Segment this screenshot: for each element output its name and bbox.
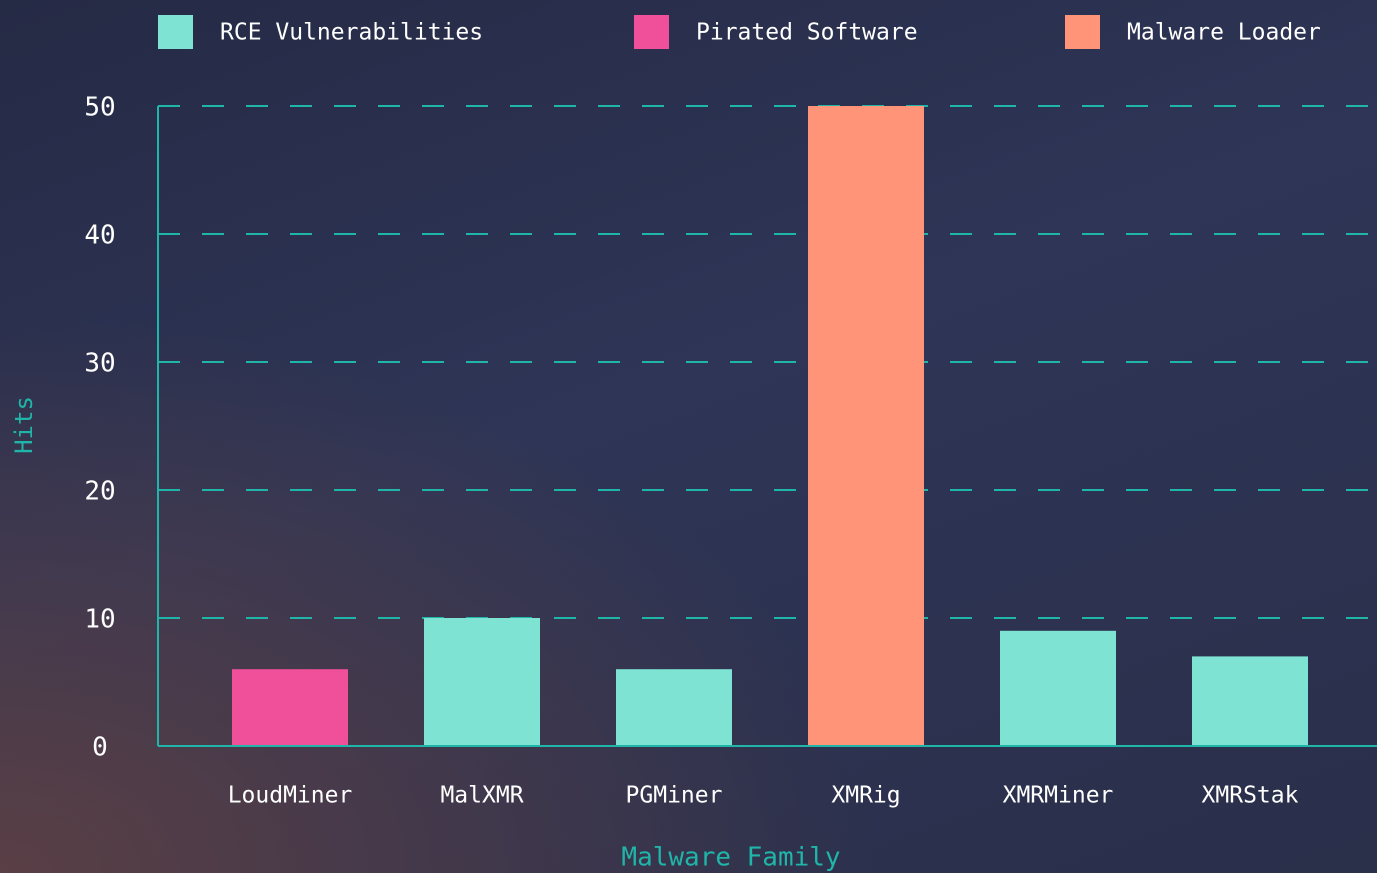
legend-swatch — [158, 15, 193, 49]
y-axis-title: Hits — [10, 396, 38, 454]
legend-swatch — [634, 15, 669, 49]
y-tick-label: 20 — [84, 477, 115, 507]
bar — [808, 106, 924, 746]
x-tick-label: XMRig — [831, 783, 900, 809]
bar — [232, 669, 348, 746]
legend-label: Pirated Software — [696, 20, 918, 46]
bar — [1000, 630, 1116, 746]
y-tick-label: 10 — [84, 605, 115, 635]
y-tick-label: 50 — [84, 93, 115, 123]
legend-label: RCE Vulnerabilities — [220, 20, 483, 46]
bar — [424, 618, 540, 746]
legend-label: Malware Loader — [1127, 20, 1321, 46]
legend-swatch — [1065, 15, 1100, 49]
x-tick-label: PGMiner — [626, 783, 723, 809]
x-axis-title: Malware Family — [621, 843, 840, 873]
x-tick-label: XMRStak — [1202, 783, 1299, 809]
bar — [1192, 656, 1308, 746]
y-tick-label: 30 — [84, 349, 115, 379]
x-tick-label: MalXMR — [440, 783, 523, 809]
y-tick-label: 0 — [92, 733, 108, 763]
x-tick-label: XMRMiner — [1003, 783, 1114, 809]
x-tick-label: LoudMiner — [228, 783, 353, 809]
bar — [616, 669, 732, 746]
y-tick-label: 40 — [84, 221, 115, 251]
